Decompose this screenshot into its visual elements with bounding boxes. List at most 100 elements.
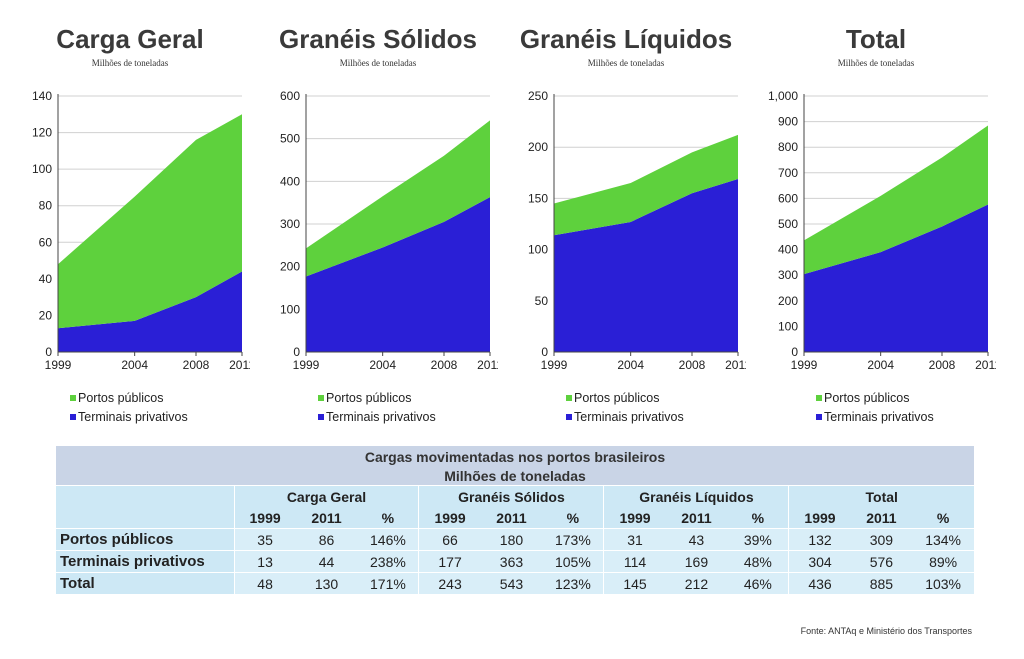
- table-cell: 31: [603, 528, 666, 551]
- y-tick-label: 800: [778, 140, 798, 154]
- group-header: Granéis Líquidos: [603, 485, 789, 507]
- x-tick-label: 1999: [541, 358, 568, 372]
- chart-subtitle: Milhões de toneladas: [587, 58, 665, 68]
- table-subtitle-row: Milhões de toneladas: [56, 467, 974, 486]
- y-tick-label: 300: [778, 268, 798, 282]
- table-cell: 304: [788, 550, 851, 573]
- table-cell: 86: [295, 528, 358, 551]
- y-tick-label: 100: [280, 302, 300, 316]
- group-header: Total: [788, 485, 974, 507]
- y-tick-label: 400: [778, 243, 798, 257]
- y-tick-label: 80: [39, 199, 53, 213]
- table-cell: 363: [480, 550, 543, 573]
- row-label: Terminais privativos: [56, 550, 235, 573]
- subheader-cell: %: [912, 507, 974, 529]
- table-title: Cargas movimentadas nos portos brasileir…: [56, 446, 974, 467]
- table-cell: 146%: [357, 528, 419, 551]
- table-cell: 145: [603, 572, 666, 594]
- table-cell: 885: [850, 572, 913, 594]
- legend-label: Terminais privativos: [824, 409, 934, 424]
- row-label: Portos públicos: [56, 528, 235, 551]
- legend-label: Portos públicos: [78, 390, 164, 405]
- table-group-header: Carga Geral Granéis Sólidos Granéis Líqu…: [56, 485, 974, 507]
- table-title-row: Cargas movimentadas nos portos brasileir…: [56, 446, 974, 467]
- y-tick-label: 200: [528, 140, 548, 154]
- y-tick-label: 300: [280, 217, 300, 231]
- y-tick-label: 700: [778, 166, 798, 180]
- legend-item-privativos: Terminais privativos: [566, 407, 684, 426]
- subheader-cell: 2011: [480, 507, 543, 529]
- y-tick-label: 200: [280, 260, 300, 274]
- table-subtitle: Milhões de toneladas: [56, 467, 974, 486]
- legend-item-publicos: Portos públicos: [318, 388, 436, 407]
- table-cell: 243: [418, 572, 481, 594]
- table-cell: 48: [233, 572, 296, 594]
- table-cell: 543: [480, 572, 543, 594]
- x-tick-label: 2004: [121, 358, 148, 372]
- subheader-cell: %: [727, 507, 789, 529]
- y-tick-label: 400: [280, 174, 300, 188]
- subheader-cell: %: [542, 507, 604, 529]
- y-tick-label: 150: [528, 191, 548, 205]
- legend-label: Terminais privativos: [326, 409, 436, 424]
- legend: Portos públicos Terminais privativos: [318, 388, 436, 426]
- x-tick-label: 2008: [679, 358, 706, 372]
- area-series-portos-publicos: [554, 134, 738, 236]
- area-chart-carga-geral: 0 20 40 60 80 100 120 140 1999 2004 2008 2011: [32, 89, 250, 372]
- chart-title: Granéis Líquidos: [519, 24, 733, 54]
- table-cell: 35: [233, 528, 296, 551]
- table-cell: 173%: [542, 528, 604, 551]
- y-tick-label: 0: [541, 345, 548, 359]
- y-tick-label: 140: [32, 89, 52, 103]
- legend-swatch-publicos: [816, 394, 822, 401]
- x-tick-label: 2004: [617, 358, 644, 372]
- legend-label: Terminais privativos: [574, 409, 684, 424]
- area-series-portos-publicos: [804, 125, 988, 275]
- table-body: Portos públicos 35 86 146% 66 180 173% 31 43 39% 1…: [56, 528, 974, 594]
- legend: Portos públicos Terminais privativos: [816, 388, 934, 426]
- row-label: Total: [56, 572, 235, 594]
- subheader-cell: 1999: [418, 507, 481, 529]
- table-cell: 238%: [357, 550, 419, 573]
- y-tick-label: 100: [528, 243, 548, 257]
- legend-swatch-publicos: [566, 394, 572, 401]
- legend-swatch-privativos: [70, 413, 76, 420]
- table-cell: 89%: [912, 550, 974, 573]
- chart-title: Granéis Sólidos: [279, 24, 477, 54]
- area-series-terminais-privativos: [58, 271, 242, 352]
- area-series-terminais-privativos: [306, 197, 490, 352]
- x-tick-label: 2008: [183, 358, 210, 372]
- table-corner: [56, 507, 235, 529]
- subheader-cell: 2011: [850, 507, 913, 529]
- chart-panel-total: Total Milhões de toneladas 0 100 200 300 400…: [756, 14, 996, 434]
- data-table-container: Cargas movimentadas nos portos brasileir…: [56, 446, 974, 594]
- table-cell: 46%: [727, 572, 789, 594]
- y-tick-label: 60: [39, 235, 53, 249]
- legend-item-publicos: Portos públicos: [816, 388, 934, 407]
- y-tick-label: 0: [791, 345, 798, 359]
- chart-panel-carga-geral: Carga Geral Milhões de toneladas 0 20 40 60…: [10, 14, 250, 434]
- data-table: Cargas movimentadas nos portos brasileir…: [56, 446, 974, 594]
- legend-item-publicos: Portos públicos: [70, 388, 188, 407]
- y-tick-label: 100: [32, 162, 52, 176]
- subheader-cell: %: [357, 507, 419, 529]
- table-cell: 309: [850, 528, 913, 551]
- table-cell: 123%: [542, 572, 604, 594]
- table-cell: 44: [295, 550, 358, 573]
- table-cell: 130: [295, 572, 358, 594]
- table-cell: 576: [850, 550, 913, 573]
- table-cell: 13: [233, 550, 296, 573]
- table-cell: 103%: [912, 572, 974, 594]
- table-row: Portos públicos 35 86 146% 66 180 173% 31 43 39% 1…: [56, 528, 974, 551]
- table-cell: 212: [665, 572, 728, 594]
- table-cell: 39%: [727, 528, 789, 551]
- table-row: Total 48 130 171% 243 543 123% 145 212 46% 436 885 1…: [56, 572, 974, 594]
- table-cell: 134%: [912, 528, 974, 551]
- source-note: Fonte: ANTAq e Ministério dos Transporte…: [800, 626, 972, 636]
- chart-subtitle: Milhões de toneladas: [91, 58, 169, 68]
- y-tick-label: 40: [39, 272, 53, 286]
- subheader-cell: 1999: [233, 507, 296, 529]
- legend-swatch-privativos: [816, 413, 822, 420]
- y-tick-label: 120: [32, 126, 52, 140]
- x-tick-label: 2011: [229, 358, 250, 372]
